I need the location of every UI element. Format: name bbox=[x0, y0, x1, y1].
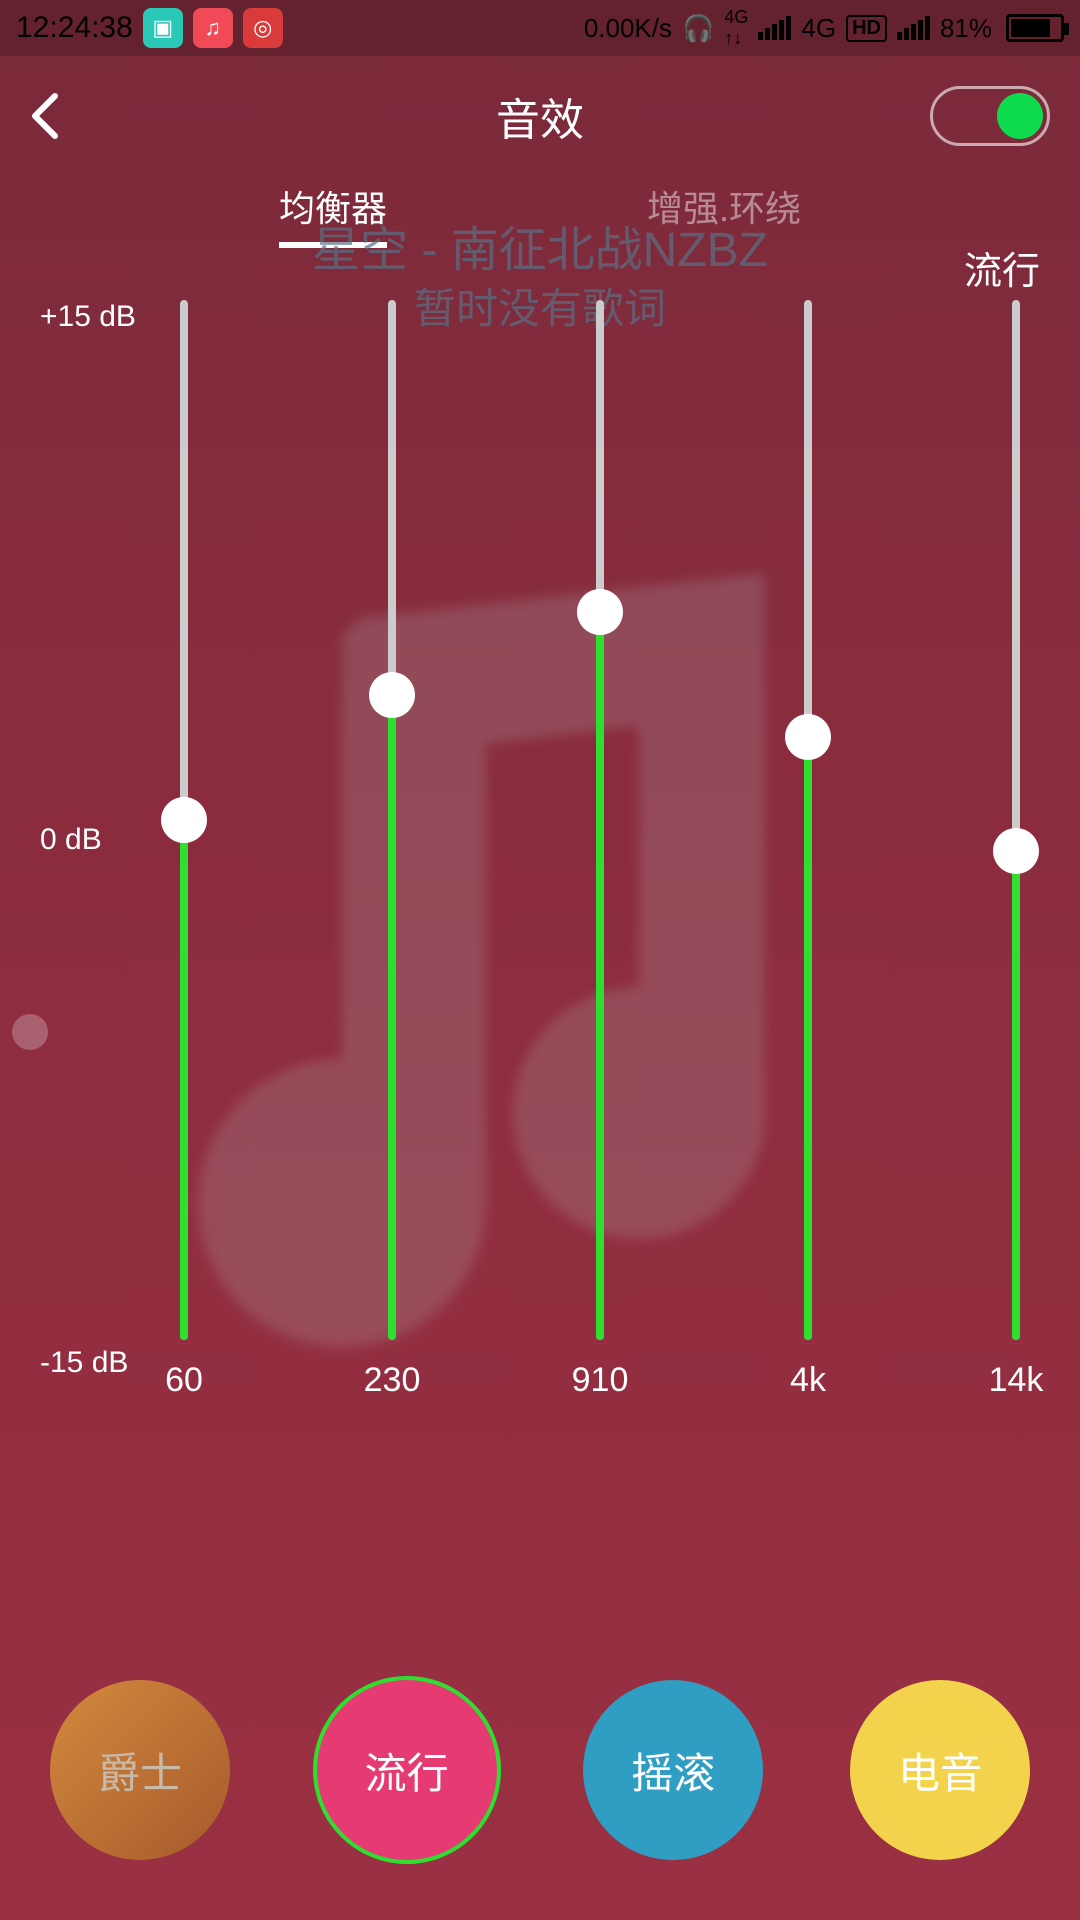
current-preset-label[interactable]: 流行 bbox=[964, 240, 1040, 295]
net-4g-small: 4G↑↓ bbox=[724, 7, 748, 49]
slider-fill bbox=[180, 820, 188, 1340]
slider-thumb[interactable] bbox=[993, 828, 1039, 874]
eq-slider-910[interactable] bbox=[596, 300, 604, 1340]
headphones-icon: 🎧 bbox=[682, 13, 714, 44]
ghost-song-title: 星空 - 南征北战NZBZ bbox=[312, 210, 768, 280]
status-bar: 12:24:38 ▣ ♫ ◎ 0.00K/s 🎧 4G↑↓ 4G HD 81% bbox=[0, 0, 1080, 56]
toggle-knob bbox=[997, 93, 1043, 139]
eq-slider-14k[interactable] bbox=[1012, 300, 1020, 1340]
status-time: 12:24:38 bbox=[16, 11, 133, 45]
slider-fill bbox=[804, 737, 812, 1340]
y-label-top: +15 dB bbox=[40, 300, 160, 334]
freq-label-60: 60 bbox=[154, 1361, 214, 1400]
equalizer-area: +15 dB 0 dB -15 dB 60 230 910 4k 14k bbox=[0, 300, 1080, 1420]
eq-sliders bbox=[180, 300, 1020, 1340]
freq-label-14k: 14k bbox=[986, 1361, 1046, 1400]
battery-fill bbox=[1011, 19, 1050, 37]
y-axis-labels: +15 dB 0 dB -15 dB bbox=[40, 300, 160, 1380]
slider-fill bbox=[1012, 851, 1020, 1340]
preset-流行[interactable]: 流行 bbox=[317, 1680, 497, 1860]
slider-thumb[interactable] bbox=[161, 797, 207, 843]
netease-app-icon: ◎ bbox=[243, 8, 283, 48]
slider-fill bbox=[596, 612, 604, 1340]
chevron-left-icon bbox=[30, 91, 60, 141]
slider-thumb[interactable] bbox=[369, 672, 415, 718]
preset-电音[interactable]: 电音 bbox=[850, 1680, 1030, 1860]
preset-摇滚[interactable]: 摇滚 bbox=[583, 1680, 763, 1860]
hd-badge: HD bbox=[846, 15, 887, 42]
signal-bars-1-icon bbox=[758, 16, 791, 40]
battery-icon bbox=[1006, 14, 1064, 42]
freq-label-4k: 4k bbox=[778, 1361, 838, 1400]
slider-fill bbox=[388, 695, 396, 1340]
scan-app-icon: ▣ bbox=[143, 8, 183, 48]
y-label-bot: -15 dB bbox=[40, 1346, 160, 1380]
page-title: 音效 bbox=[496, 84, 584, 148]
back-button[interactable] bbox=[0, 76, 90, 156]
preset-爵士[interactable]: 爵士 bbox=[50, 1680, 230, 1860]
eq-slider-60[interactable] bbox=[180, 300, 188, 1340]
x-axis-labels: 602309104k14k bbox=[180, 1361, 1020, 1400]
signal-bars-2-icon bbox=[897, 16, 930, 40]
effects-toggle[interactable] bbox=[930, 86, 1050, 146]
freq-label-230: 230 bbox=[362, 1361, 422, 1400]
header: 音效 bbox=[0, 76, 1080, 156]
music-app-icon: ♫ bbox=[193, 8, 233, 48]
y-label-mid: 0 dB bbox=[40, 823, 160, 857]
net-speed: 0.00K/s bbox=[584, 13, 672, 44]
battery-pct: 81% bbox=[940, 13, 992, 44]
net-4g-label: 4G bbox=[801, 13, 836, 44]
preset-row: 爵士流行摇滚电音 bbox=[50, 1680, 1030, 1860]
freq-label-910: 910 bbox=[570, 1361, 630, 1400]
eq-slider-4k[interactable] bbox=[804, 300, 812, 1340]
slider-thumb[interactable] bbox=[577, 589, 623, 635]
slider-thumb[interactable] bbox=[785, 714, 831, 760]
eq-slider-230[interactable] bbox=[388, 300, 396, 1340]
screen: 12:24:38 ▣ ♫ ◎ 0.00K/s 🎧 4G↑↓ 4G HD 81% … bbox=[0, 0, 1080, 1920]
